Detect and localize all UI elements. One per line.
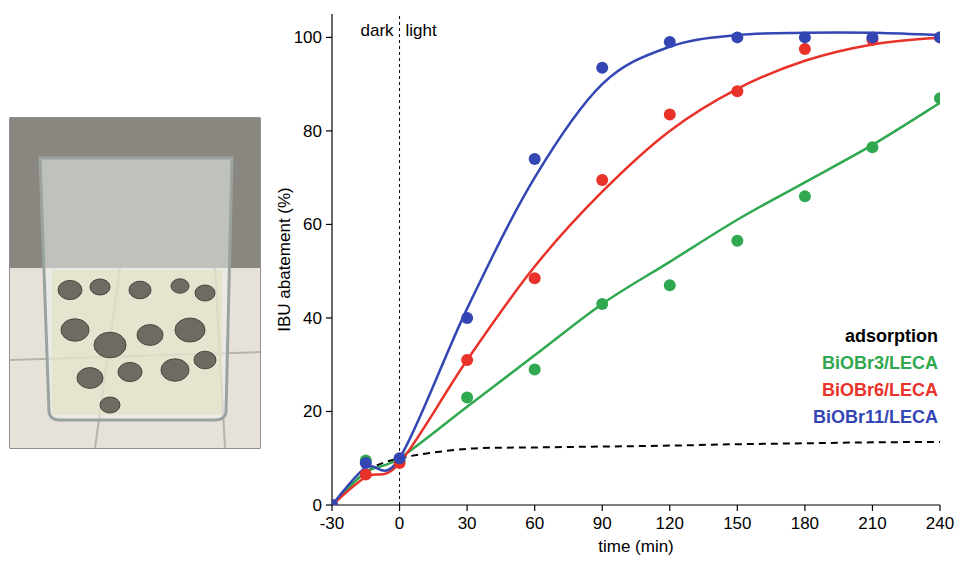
series-line <box>332 442 940 505</box>
y-tick <box>326 411 332 412</box>
dark-light-divider <box>399 14 400 505</box>
data-point <box>360 457 372 469</box>
photo-pebble <box>77 368 103 389</box>
x-tick <box>399 505 400 511</box>
x-tick <box>669 505 670 511</box>
y-tick <box>326 317 332 318</box>
data-point <box>596 174 608 186</box>
photo-pebble <box>58 280 82 299</box>
x-tick <box>737 505 738 511</box>
legend: adsorption BiOBr3/LECA BiOBr6/LECA BiOBr11/… <box>813 326 938 427</box>
y-tick-label: 80 <box>303 122 322 141</box>
fit-curve <box>332 32 940 505</box>
y-axis <box>331 14 332 505</box>
data-point <box>394 452 406 464</box>
data-point <box>332 499 338 505</box>
data-point <box>596 298 608 310</box>
x-tick <box>804 505 805 511</box>
points <box>332 31 940 505</box>
y-tick-label: 40 <box>303 309 322 328</box>
data-point <box>799 43 811 55</box>
data-point <box>529 363 541 375</box>
annotation: dark <box>360 21 394 40</box>
data-point <box>332 499 338 505</box>
data-point <box>461 354 473 366</box>
photo-pebble <box>161 359 189 381</box>
legend-entry: BiOBr11/LECA <box>813 407 938 427</box>
data-point <box>866 31 878 43</box>
data-point <box>731 31 743 43</box>
y-tick <box>326 504 332 505</box>
x-tick-label: -30 <box>320 514 345 533</box>
photo-pebble <box>90 279 110 295</box>
photo-pebble <box>61 319 89 341</box>
data-point <box>529 153 541 165</box>
photo-pebble <box>195 285 215 301</box>
y-tick <box>326 37 332 38</box>
photo-pebble <box>118 362 142 381</box>
x-tick <box>939 505 940 511</box>
photo-frame <box>10 118 260 448</box>
photo-pebble <box>100 397 120 413</box>
data-point <box>731 85 743 97</box>
x-tick <box>534 505 535 511</box>
data-point <box>731 235 743 247</box>
legend-entry: adsorption <box>845 326 938 346</box>
y-tick-label: 60 <box>303 215 322 234</box>
data-point <box>360 469 372 481</box>
photo <box>10 118 260 448</box>
x-tick-label: 30 <box>458 514 477 533</box>
fit-curve <box>332 37 940 505</box>
x-tick-label: 0 <box>395 514 404 533</box>
y-tick-label: 0 <box>313 496 322 515</box>
x-tick-label: 180 <box>791 514 819 533</box>
x-tick <box>602 505 603 511</box>
x-tick-label: 240 <box>926 514 954 533</box>
x-tick-label: 90 <box>593 514 612 533</box>
data-point <box>934 31 940 43</box>
photo-pebble <box>129 281 151 299</box>
photo-beaker <box>40 158 232 420</box>
x-axis-title: time (min) <box>598 537 674 556</box>
plot-marks <box>332 31 940 505</box>
legend-entry: BiOBr3/LECA <box>822 353 938 373</box>
y-tick <box>326 224 332 225</box>
data-point <box>664 279 676 291</box>
photo-liquid <box>52 270 222 415</box>
x-tick-label: 60 <box>525 514 544 533</box>
x-tick <box>872 505 873 511</box>
photo-pebble <box>175 318 205 342</box>
photo-pebble <box>137 325 163 346</box>
data-point <box>799 190 811 202</box>
photo-pebble <box>94 332 126 358</box>
x-tick-label: 120 <box>656 514 684 533</box>
x-tick <box>467 505 468 511</box>
fit-curve <box>332 103 940 505</box>
annotation: light <box>406 21 437 40</box>
y-tick-label: 100 <box>294 28 322 47</box>
y-tick <box>326 130 332 131</box>
data-point <box>461 312 473 324</box>
x-tick-label: 150 <box>723 514 751 533</box>
data-point <box>934 92 940 104</box>
y-axis-title: IBU abatement (%) <box>275 187 294 332</box>
lines <box>332 32 940 505</box>
data-point <box>799 31 811 43</box>
data-point <box>332 499 338 505</box>
photo-pebble <box>171 279 189 293</box>
data-point <box>664 36 676 48</box>
data-point <box>529 272 541 284</box>
x-tick <box>331 505 332 511</box>
data-point <box>866 141 878 153</box>
x-axis <box>332 504 940 505</box>
photo-pebble <box>194 351 216 369</box>
data-point <box>461 391 473 403</box>
data-point <box>934 31 940 43</box>
x-tick-label: 210 <box>858 514 886 533</box>
data-point <box>664 109 676 121</box>
y-tick-label: 20 <box>303 402 322 421</box>
legend-entry: BiOBr6/LECA <box>822 380 938 400</box>
data-point <box>596 62 608 74</box>
